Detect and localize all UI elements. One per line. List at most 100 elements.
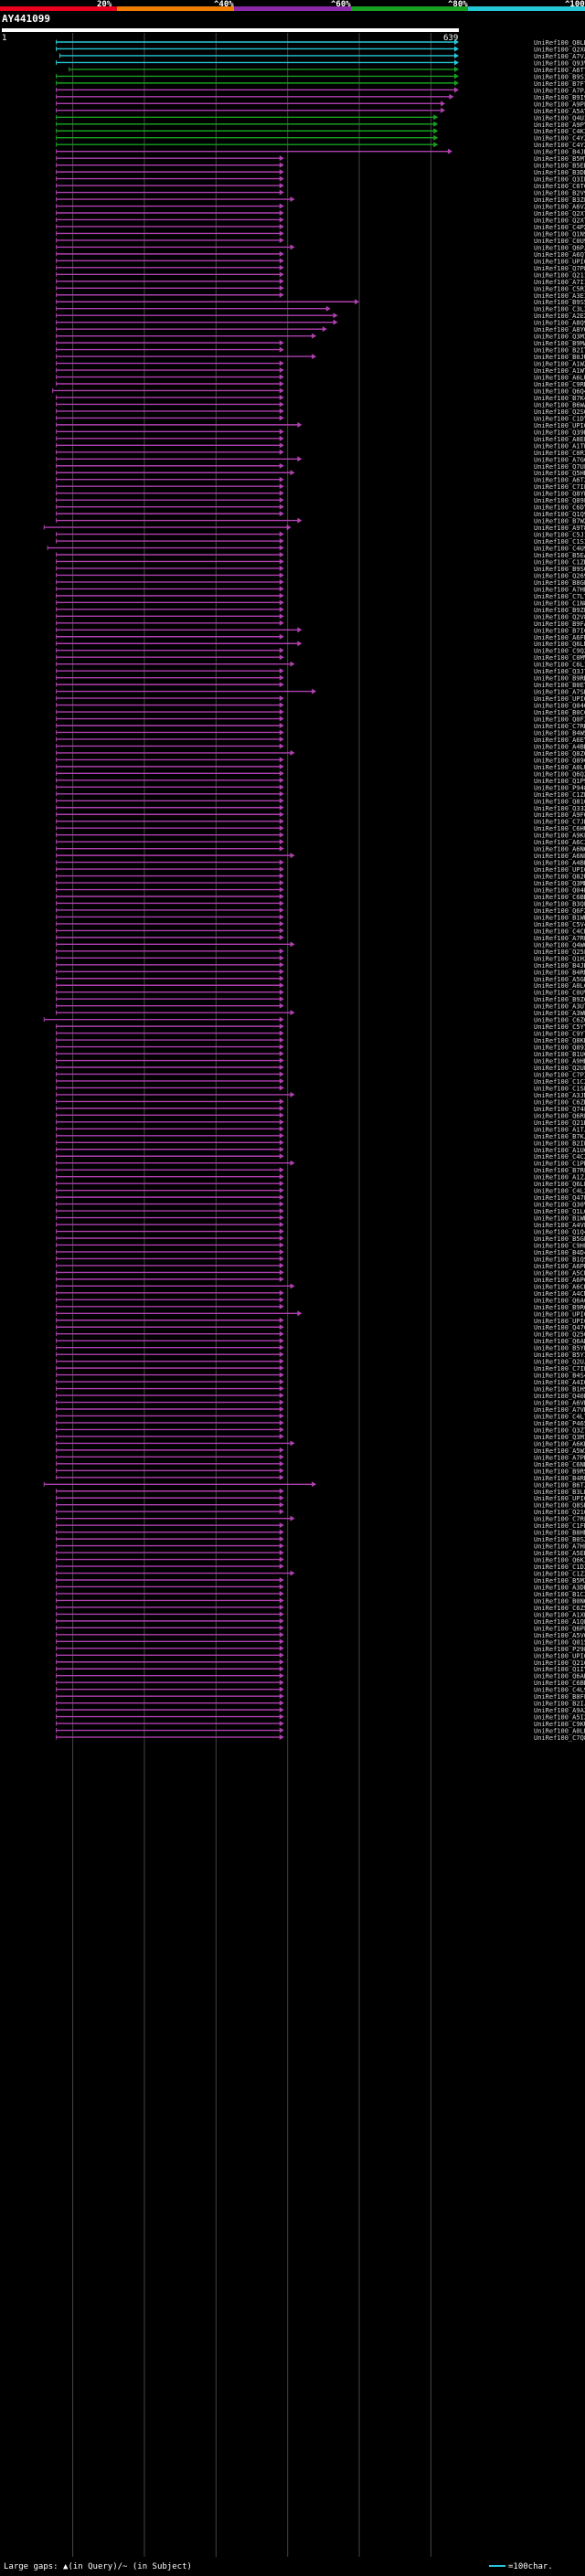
hit-row[interactable]: UniRef100_C5RI57 bbox=[56, 285, 585, 292]
hit-label[interactable]: UniRef100_B7IC29 bbox=[534, 627, 585, 634]
hit-row[interactable]: UniRef100_B3QPL7 bbox=[56, 900, 585, 907]
hit-row[interactable]: UniRef100_B8HMB6 bbox=[56, 1529, 585, 1537]
hit-row[interactable]: UniRef100_C1DYW9 bbox=[56, 415, 585, 422]
hit-row[interactable]: UniRef100_B9S5K5 bbox=[56, 299, 585, 306]
hit-row[interactable]: UniRef100_Q6Q221 bbox=[56, 770, 585, 778]
hit-label[interactable]: UniRef100_Q25F12 bbox=[534, 949, 585, 956]
hit-row[interactable]: UniRef100_B9ZP05 bbox=[56, 606, 585, 614]
hit-label[interactable]: UniRef100_A6T7M7 bbox=[534, 67, 585, 74]
hit-label[interactable]: UniRef100_C1C274 bbox=[534, 1078, 585, 1086]
hit-label[interactable]: UniRef100_C7IWW7 bbox=[534, 1365, 585, 1373]
hit-label[interactable]: UniRef100_A4VLP2 bbox=[534, 1222, 585, 1229]
hit-label[interactable]: UniRef100_C1ZD54 bbox=[534, 558, 585, 566]
hit-row[interactable]: UniRef100_Q3Z7X0 bbox=[56, 1426, 585, 1434]
hit-row[interactable]: UniRef100_A6T256 bbox=[56, 476, 585, 484]
hit-label[interactable]: UniRef100_A1TJ8R bbox=[534, 1126, 585, 1133]
hit-row[interactable]: UniRef100_Q81GQ4 bbox=[56, 798, 585, 805]
hit-row[interactable]: UniRef100_C1SIE4 bbox=[56, 538, 585, 546]
hit-row[interactable]: UniRef100_B2IJW2 bbox=[56, 1700, 585, 1708]
hit-label[interactable]: UniRef100_B8HMB6 bbox=[534, 1530, 585, 1537]
hit-label[interactable]: UniRef100_B9Z6X5 bbox=[534, 996, 585, 1003]
hit-row[interactable]: UniRef100_B4W525 bbox=[56, 729, 585, 737]
hit-label[interactable]: UniRef100_A6NF27 bbox=[534, 853, 585, 860]
hit-label[interactable]: UniRef100_A1ZJ14 bbox=[534, 1174, 585, 1182]
hit-label[interactable]: UniRef100_A5W3B5 bbox=[534, 1447, 585, 1455]
hit-row[interactable]: UniRef100_A3WWK2 bbox=[56, 1010, 585, 1017]
hit-label[interactable]: UniRef100_C6TC37 bbox=[534, 183, 585, 190]
hit-row[interactable]: UniRef100_B8GPH9 bbox=[56, 578, 585, 587]
hit-label[interactable]: UniRef100_Q3J7L3 bbox=[534, 668, 585, 675]
hit-label[interactable]: UniRef100_C6NB50 bbox=[534, 1461, 585, 1468]
hit-label[interactable]: UniRef100_Q89LK9 bbox=[534, 497, 585, 504]
hit-label[interactable]: UniRef100_Q47QL7 bbox=[534, 1324, 585, 1331]
hit-row[interactable]: UniRef100_Q93VJ2 bbox=[56, 59, 585, 67]
hit-row[interactable]: UniRef100_C4CR18 bbox=[56, 928, 585, 935]
hit-row[interactable]: UniRef100_B4S494 bbox=[56, 1372, 585, 1380]
hit-row[interactable]: UniRef100_Q1IY11 bbox=[56, 1666, 585, 1673]
hit-row[interactable]: UniRef100_C5J1D1 bbox=[56, 531, 585, 539]
hit-label[interactable]: UniRef100_A7RW06 bbox=[534, 935, 585, 942]
hit-label[interactable]: UniRef100_B8GPH9 bbox=[534, 579, 585, 587]
hit-row[interactable]: UniRef100_C7IL91 bbox=[56, 483, 585, 491]
hit-row[interactable]: UniRef100_B0ET55 bbox=[56, 682, 585, 689]
hit-label[interactable]: UniRef100_C5V452 bbox=[534, 921, 585, 928]
hit-row[interactable]: UniRef100_C1C274 bbox=[56, 1077, 585, 1086]
hit-row[interactable]: UniRef100_B7RF56 bbox=[56, 1167, 585, 1174]
hit-row[interactable]: UniRef100_A4BDK7 bbox=[56, 743, 585, 750]
hit-label[interactable]: UniRef100_C9KUJ1 bbox=[534, 1721, 585, 1728]
hit-row[interactable]: UniRef100_A5GBD6 bbox=[56, 975, 585, 983]
hit-label[interactable]: UniRef100_B1UCV4 bbox=[534, 1051, 585, 1058]
hit-row[interactable]: UniRef100_Q39RC3 bbox=[56, 429, 585, 436]
hit-row[interactable]: UniRef100_A1WZA0 bbox=[56, 360, 585, 368]
hit-row[interactable]: UniRef100_C7PIQ1 bbox=[56, 1071, 585, 1078]
hit-label[interactable]: UniRef100_Q8LD91 bbox=[534, 39, 585, 47]
hit-row[interactable]: UniRef100_UPI000... bbox=[56, 695, 585, 703]
hit-label[interactable]: UniRef100_C1D291 bbox=[534, 1564, 585, 1571]
hit-label[interactable]: UniRef100_B5M7E9 bbox=[534, 155, 585, 163]
hit-row[interactable]: UniRef100_C4U9V7 bbox=[47, 545, 585, 553]
hit-row[interactable]: UniRef100_B1WBB7 bbox=[56, 1214, 585, 1223]
hit-label[interactable]: UniRef100_B5YIQ1 bbox=[534, 1352, 585, 1359]
hit-row[interactable]: UniRef100_Q2UE01 bbox=[56, 1065, 585, 1072]
hit-label[interactable]: UniRef100_C1PB33 bbox=[534, 1161, 585, 1168]
hit-label[interactable]: UniRef100_A9PYY2 bbox=[534, 122, 585, 129]
hit-row[interactable]: UniRef100_A6Q779 bbox=[56, 250, 585, 259]
hit-row[interactable]: UniRef100_A1ZJ14 bbox=[56, 1173, 585, 1182]
hit-label[interactable]: UniRef100_C1Z3A2 bbox=[534, 1571, 585, 1578]
hit-label[interactable]: UniRef100_C9Q2Q8 bbox=[534, 648, 585, 655]
hit-row[interactable]: UniRef100_C6ZDD3 bbox=[56, 1098, 585, 1106]
hit-label[interactable]: UniRef100_C5RI57 bbox=[534, 285, 585, 292]
hit-row[interactable]: UniRef100_Q21165 bbox=[56, 271, 585, 279]
hit-label[interactable]: UniRef100_C4L9H6 bbox=[534, 1687, 585, 1694]
hit-label[interactable]: UniRef100_C6Z5B0 bbox=[534, 1605, 585, 1612]
hit-label[interactable]: UniRef100_C7IL91 bbox=[534, 483, 585, 491]
hit-label[interactable]: UniRef100_Q6A082 bbox=[534, 1297, 585, 1304]
hit-row[interactable]: UniRef100_C6Z5B0 bbox=[56, 1604, 585, 1612]
hit-label[interactable]: UniRef100_Q39RC3 bbox=[534, 429, 585, 436]
hit-label[interactable]: UniRef100_A6EY58 bbox=[534, 737, 585, 744]
hit-label[interactable]: UniRef100_A6VZP8 bbox=[534, 204, 585, 211]
hit-label[interactable]: UniRef100_A6Q779 bbox=[534, 251, 585, 259]
hit-label[interactable]: UniRef100_B7KJ85 bbox=[534, 1133, 585, 1140]
hit-label[interactable]: UniRef100_UPI000... bbox=[534, 866, 585, 874]
hit-row[interactable]: UniRef100_B6TZJ9 bbox=[43, 1481, 585, 1489]
hit-label[interactable]: UniRef100_B0CC60 bbox=[534, 709, 585, 716]
hit-label[interactable]: UniRef100_C0R3E6 bbox=[534, 450, 585, 457]
hit-label[interactable]: UniRef100_Q01545 bbox=[534, 1638, 585, 1646]
hit-row[interactable]: UniRef100_A7HFL1 bbox=[56, 1542, 585, 1551]
hit-label[interactable]: UniRef100_Q26999 bbox=[534, 572, 585, 579]
hit-row[interactable]: UniRef100_A4IQ30 bbox=[56, 1379, 585, 1386]
hit-row[interactable]: UniRef100_C1D291 bbox=[56, 1564, 585, 1571]
hit-label[interactable]: UniRef100_A8YQU2 bbox=[534, 326, 585, 334]
hit-label[interactable]: UniRef100_A3U7U0 bbox=[534, 1003, 585, 1011]
hit-row[interactable]: UniRef100_B5M7E9 bbox=[56, 155, 585, 163]
hit-label[interactable]: UniRef100_P29830 bbox=[534, 1646, 585, 1653]
hit-row[interactable]: UniRef100_Q216T6 bbox=[56, 1659, 585, 1667]
hit-row[interactable]: UniRef100_B9MANJ9 bbox=[56, 340, 585, 347]
hit-label[interactable]: UniRef100_Q2UJ27 bbox=[534, 1359, 585, 1366]
hit-row[interactable]: UniRef100_B7K4Y3 bbox=[56, 394, 585, 402]
hit-row[interactable]: UniRef100_A5W3B5 bbox=[56, 1447, 585, 1455]
hit-row[interactable]: UniRef100_C7JDV3 bbox=[56, 818, 585, 826]
hit-row[interactable]: UniRef100_A0LC76 bbox=[56, 982, 585, 990]
hit-row[interactable]: UniRef100_A6EY58 bbox=[56, 736, 585, 744]
